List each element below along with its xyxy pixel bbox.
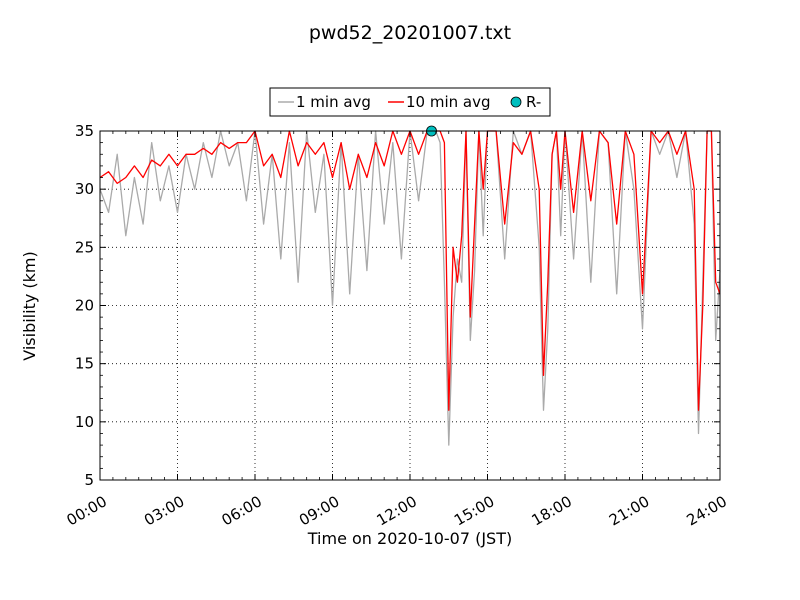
series-line-1min [99,130,721,446]
legend: 1 min avg 10 min avg R- [269,87,551,117]
x-tick-label: 21:00 [606,492,652,529]
y-tick-label: 5 [84,471,94,489]
x-tick-label: 09:00 [296,492,342,529]
y-tick-labels: 5 10 15 20 25 30 35 [75,122,94,489]
y-tick-label: 15 [75,355,94,373]
x-axis-label: Time on 2020-10-07 (JST) [307,529,512,548]
legend-label-rain: R- [526,93,541,111]
y-tick-label: 30 [75,180,94,198]
y-axis-label: Visibility (km) [20,251,39,360]
x-tick-label: 15:00 [451,492,497,529]
x-tick-label: 12:00 [374,492,420,529]
legend-swatch-rain [510,96,522,108]
y-tick-label: 35 [75,122,94,140]
series-line-10min [99,130,721,411]
x-tick-label: 00:00 [64,492,110,529]
x-tick-labels: 00:00 03:00 06:00 09:00 12:00 15:00 18:00 21:00… [64,492,730,529]
chart-title: pwd52_20201007.txt [309,22,511,44]
x-tick-label: 06:00 [219,492,265,529]
legend-label-1min: 1 min avg [296,93,371,111]
series-layer [99,125,721,446]
y-tick-label: 20 [75,297,94,315]
y-tick-label: 25 [75,238,94,256]
grid-lines [100,131,720,480]
x-tick-label: 24:00 [684,492,730,529]
legend-box [269,87,551,117]
axis-ticks [99,130,721,481]
x-tick-label: 18:00 [529,492,575,529]
x-tick-label: 03:00 [141,492,187,529]
y-tick-label: 10 [75,413,94,431]
legend-label-10min: 10 min avg [406,93,491,111]
